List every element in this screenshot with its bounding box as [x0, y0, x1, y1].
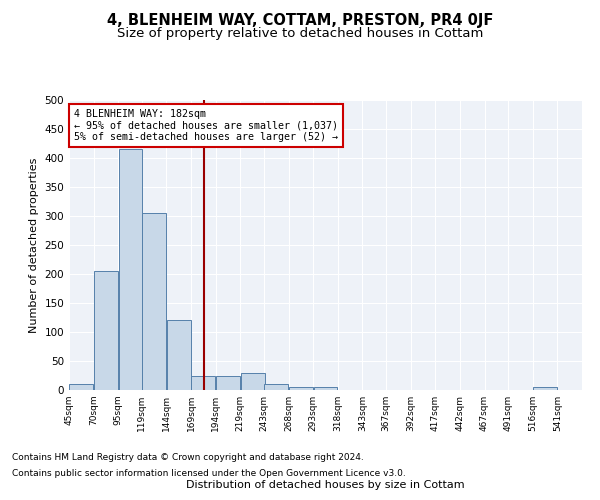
- Text: 4, BLENHEIM WAY, COTTAM, PRESTON, PR4 0JF: 4, BLENHEIM WAY, COTTAM, PRESTON, PR4 0J…: [107, 12, 493, 28]
- Y-axis label: Number of detached properties: Number of detached properties: [29, 158, 39, 332]
- Bar: [216, 376, 240, 390]
- Bar: [241, 372, 265, 390]
- Bar: [265, 384, 288, 390]
- X-axis label: Distribution of detached houses by size in Cottam: Distribution of detached houses by size …: [186, 480, 465, 490]
- Bar: [142, 213, 166, 390]
- Bar: [167, 320, 191, 390]
- Bar: [119, 150, 142, 390]
- Bar: [94, 271, 118, 390]
- Bar: [191, 376, 215, 390]
- Text: Contains HM Land Registry data © Crown copyright and database right 2024.: Contains HM Land Registry data © Crown c…: [12, 454, 364, 462]
- Text: Contains public sector information licensed under the Open Government Licence v3: Contains public sector information licen…: [12, 468, 406, 477]
- Bar: [289, 387, 313, 390]
- Bar: [314, 387, 337, 390]
- Bar: [70, 384, 93, 390]
- Text: 4 BLENHEIM WAY: 182sqm
← 95% of detached houses are smaller (1,037)
5% of semi-d: 4 BLENHEIM WAY: 182sqm ← 95% of detached…: [74, 108, 338, 142]
- Text: Size of property relative to detached houses in Cottam: Size of property relative to detached ho…: [117, 28, 483, 40]
- Bar: [533, 387, 557, 390]
